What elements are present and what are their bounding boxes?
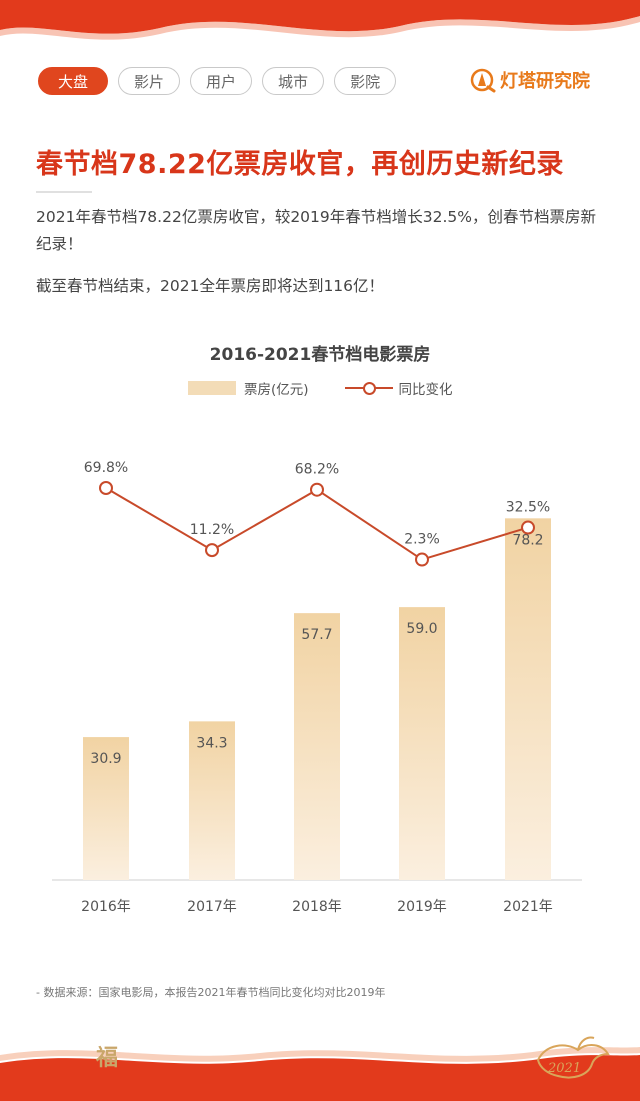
forecast-paragraph: 截至春节档结束，2021全年票房即将达到116亿！ (36, 277, 385, 295)
legend-bar-swatch (188, 381, 236, 395)
yoy-label-4: 32.5% (506, 500, 550, 516)
tab-yonghu[interactable]: 用户 (190, 67, 253, 95)
headline: 春节档78.22亿票房收官，再创历史新纪录 (36, 149, 564, 180)
category-tabs: 大盘 影片 用户 城市 影院 (38, 67, 397, 95)
chart-title: 2016-2021春节档电影票房 (209, 345, 431, 365)
tab-chengshi[interactable]: 城市 (262, 67, 325, 95)
x-tick-label-2: 2018年 (292, 899, 342, 915)
yoy-point-2 (310, 482, 324, 497)
bar-4 (505, 518, 551, 880)
bar-2 (294, 613, 340, 880)
ox-2021-icon: 2021 (536, 1036, 610, 1079)
tab-yingpian[interactable]: 影片 (118, 67, 181, 95)
bar-1 (189, 721, 235, 880)
yoy-line (105, 487, 529, 561)
brand-logo: 灯塔研究院 (470, 67, 590, 93)
data-source-note: - 数据来源：国家电影局，本报告2021年春节档同比变化均对比2019年 (36, 986, 386, 999)
bar-value-label-4: 78.2 (512, 532, 543, 548)
x-tick-label-4: 2021年 (503, 899, 553, 915)
x-tick-label-3: 2019年 (397, 899, 447, 915)
yoy-label-2: 68.2% (295, 462, 339, 478)
bar-value-label-2: 57.7 (301, 627, 332, 643)
yoy-point-0 (99, 481, 113, 496)
yoy-label-1: 11.2% (190, 522, 234, 538)
x-tick-label-0: 2016年 (81, 899, 131, 915)
tab-dapan[interactable]: 大盘 (38, 67, 109, 95)
svg-text:2021: 2021 (547, 1061, 581, 1076)
bar-3 (399, 607, 445, 880)
yoy-point-3 (415, 552, 429, 567)
summary-paragraph: 2021年春节档78.22亿票房收官，较2019年春节档增长32.5%，创春节档… (36, 208, 597, 253)
yoy-point-1 (205, 543, 219, 558)
yoy-point-4 (521, 520, 535, 535)
top-wave-decoration (0, 0, 640, 40)
bottom-wave-decoration (0, 1047, 640, 1101)
bar-0 (83, 737, 129, 880)
lighthouse-icon (470, 68, 496, 93)
fu-decoration: 福 (96, 1045, 119, 1071)
yoy-label-3: 2.3% (404, 532, 440, 548)
bar-value-label-3: 59.0 (406, 621, 437, 637)
x-tick-label-1: 2017年 (187, 899, 237, 915)
yoy-label-0: 69.8% (84, 460, 128, 476)
legend-line-label: 同比变化 (398, 382, 453, 398)
bar-value-label-1: 34.3 (196, 735, 227, 751)
bar-value-label-0: 30.9 (90, 751, 121, 767)
legend-bar-label: 票房(亿元) (244, 382, 309, 398)
chart-legend: 票房(亿元) 同比变化 (188, 378, 453, 398)
tab-yingyuan[interactable]: 影院 (334, 67, 397, 95)
brand-name: 灯塔研究院 (500, 71, 590, 92)
headline-divider (36, 191, 92, 193)
legend-line-swatch (344, 381, 393, 395)
